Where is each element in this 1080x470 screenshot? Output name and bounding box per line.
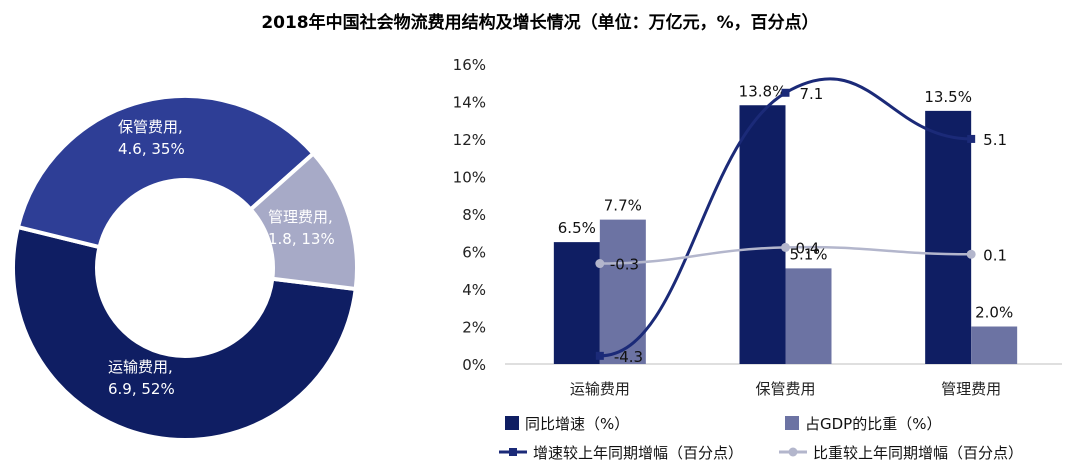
legend-marker <box>509 448 517 456</box>
line-marker <box>781 242 790 252</box>
line-marker <box>781 88 790 97</box>
bar-value-label: 6.5% <box>558 219 596 237</box>
bar <box>739 105 786 364</box>
bar-line-chart: 0% 2% 4% 6% 8% 10% 12% 14% 16% 运输费用 保管费用 管理费用 6.5% 13… <box>453 56 1062 398</box>
slice-label-value: 4.6, 35% <box>118 140 185 158</box>
bar-value-label: 13.8% <box>739 82 787 100</box>
legend-marker <box>788 447 798 457</box>
line-value-label: -0.3 <box>610 256 639 274</box>
line-value-label: 0.4 <box>796 239 820 257</box>
bar-value-label: 7.7% <box>604 197 642 215</box>
chart-title: 2018年中国社会物流费用结构及增长情况（单位：万亿元，%，百分点） <box>261 13 819 33</box>
line-value-label: 5.1 <box>983 131 1007 149</box>
legend-label: 增速较上年同期增幅（百分点） <box>533 444 743 462</box>
line-value-label: 0.1 <box>983 246 1007 264</box>
line-marker <box>595 259 605 269</box>
bar <box>925 110 972 364</box>
line-marker <box>966 249 976 259</box>
x-tick-label: 运输费用 <box>570 380 630 398</box>
series-line <box>599 77 972 358</box>
slice-label-name: 运输费用, <box>108 358 173 376</box>
y-tick-label: 2% <box>462 319 486 337</box>
bar <box>971 326 1018 364</box>
bar-value-label: 5.1% <box>789 245 827 263</box>
y-tick-label: 4% <box>462 281 486 299</box>
line-marker <box>595 351 604 360</box>
legend: 同比增速（%） 占GDP的比重（%） 增速较上年同期增幅（百分点） 比重较上年同期增幅… <box>499 415 1023 462</box>
legend-swatch <box>785 416 799 430</box>
bar <box>599 219 646 364</box>
donut-slice <box>11 224 358 442</box>
donut-slice <box>247 150 359 292</box>
legend-label: 比重较上年同期增幅（百分点） <box>813 444 1023 462</box>
line-marker <box>967 134 976 143</box>
y-tick-label: 14% <box>453 94 486 112</box>
line-value-label: 7.1 <box>800 85 824 103</box>
y-tick-label: 16% <box>453 56 486 74</box>
slice-label-value: 6.9, 52% <box>108 380 175 398</box>
donut-chart: 运输费用, 6.9, 52% 保管费用, 4.6, 35% 管理费用, 1.8, 13% <box>11 94 359 442</box>
line-value-label: -4.3 <box>614 348 643 366</box>
y-tick-label: 12% <box>453 131 486 149</box>
donut-slice <box>15 94 317 250</box>
y-tick-label: 8% <box>462 206 486 224</box>
y-tick-label: 10% <box>453 169 486 187</box>
bar <box>553 242 600 364</box>
legend-label: 占GDP的比重（%） <box>805 415 941 433</box>
bar-value-label: 13.5% <box>924 88 972 106</box>
slice-label-value: 1.8, 13% <box>268 230 335 248</box>
slice-label-name: 管理费用, <box>268 208 333 226</box>
bar <box>785 268 832 364</box>
y-tick-label: 0% <box>462 356 486 374</box>
legend-label: 同比增速（%） <box>525 415 629 433</box>
bar-value-label: 2.0% <box>975 304 1013 322</box>
y-tick-label: 6% <box>462 244 486 262</box>
x-tick-label: 保管费用 <box>755 380 815 398</box>
legend-swatch <box>505 416 519 430</box>
slice-label-name: 保管费用, <box>118 118 183 136</box>
x-tick-label: 管理费用 <box>941 380 1001 398</box>
